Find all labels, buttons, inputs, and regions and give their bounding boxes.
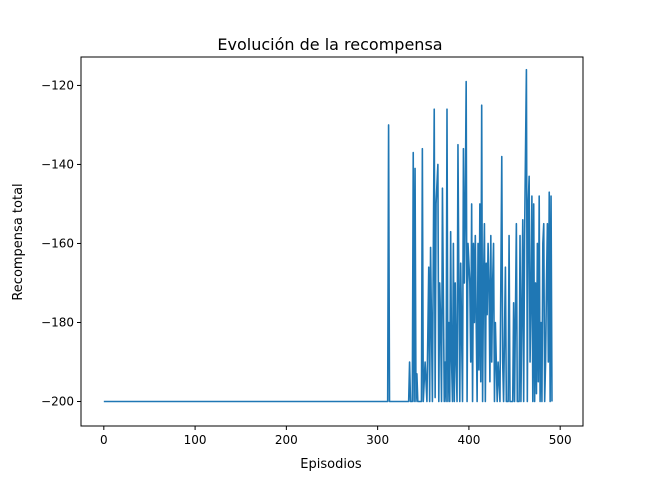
y-tick-label: −160 [41, 236, 74, 250]
plot-area [80, 56, 584, 427]
y-axis-ticks: −200 −180 −160 −140 −120 [41, 78, 81, 409]
y-tick-label: −140 [41, 157, 74, 171]
y-tick-label: −180 [41, 315, 74, 329]
y-tick-label: −120 [41, 78, 74, 92]
x-tick-label: 400 [457, 433, 480, 447]
series-line-0 [103, 68, 553, 403]
y-axis-label: Recompensa total [11, 183, 26, 300]
series-layer [103, 68, 553, 403]
x-tick-label: 100 [184, 433, 207, 447]
plot-frame [80, 56, 584, 427]
x-tick-label: 500 [549, 433, 572, 447]
x-axis-label: Episodios [300, 457, 362, 472]
x-tick-label: 0 [100, 433, 108, 447]
x-tick-label: 300 [366, 433, 389, 447]
x-tick-label: 200 [275, 433, 298, 447]
x-axis-ticks: 0 100 200 300 400 500 [100, 426, 572, 447]
chart-title: Evolución de la recompensa [217, 35, 442, 54]
y-tick-label: −200 [41, 395, 74, 409]
